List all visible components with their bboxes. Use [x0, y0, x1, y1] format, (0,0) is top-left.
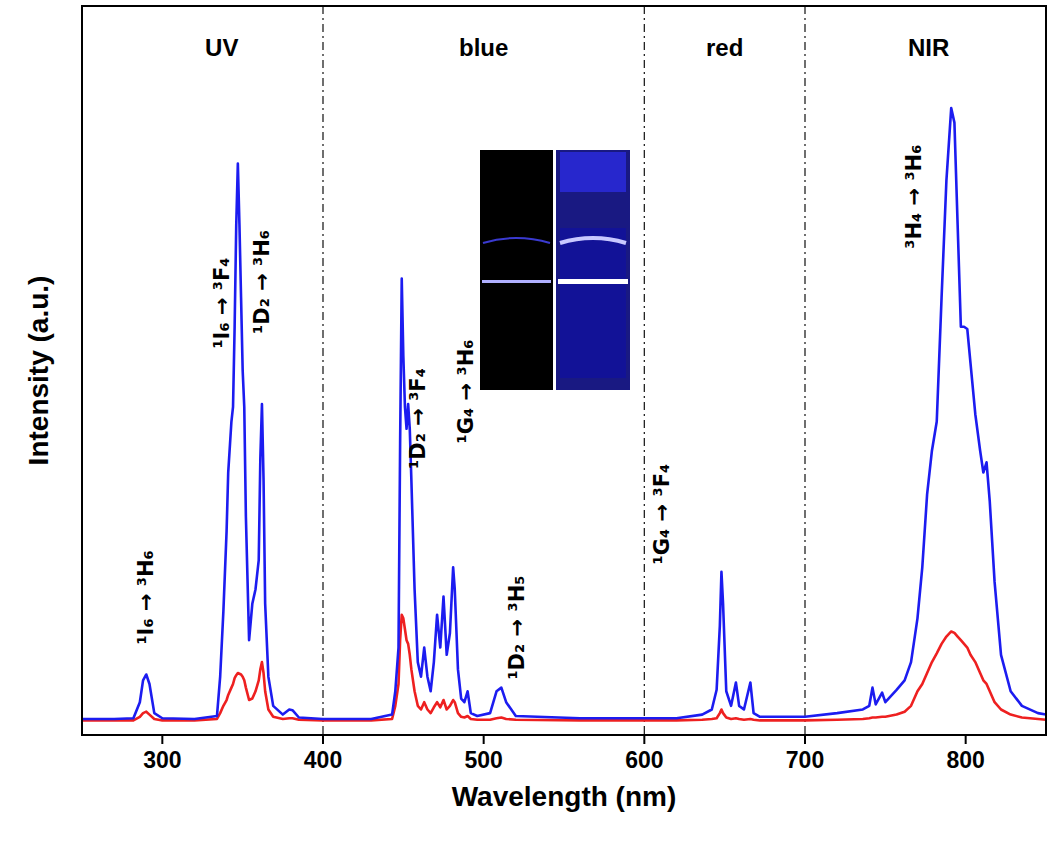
region-divider [644, 6, 645, 735]
photo-cuvette [560, 228, 626, 378]
region-divider [804, 6, 805, 735]
transition-label: ¹I₆ → ³H₆ [134, 550, 158, 644]
transition-label: ¹I₆ → ³F₄ [210, 257, 234, 348]
transition-label: ¹D₂ → ³F₄ [406, 368, 430, 469]
x-tick-label: 500 [464, 747, 502, 773]
photo-beam [482, 280, 551, 283]
region-label: NIR [908, 34, 949, 61]
photo-meniscus [560, 238, 626, 243]
photo-right-glow [556, 150, 630, 390]
lines [82, 108, 1046, 720]
photo-top [560, 152, 626, 192]
x-tick-label: 700 [786, 747, 824, 773]
region-divider [322, 6, 323, 735]
transition-label: ¹G₄ → ³H₆ [454, 340, 478, 444]
transition-label: ¹G₄ → ³F₄ [650, 464, 674, 565]
x-tick [483, 735, 485, 744]
x-tick-label: 300 [143, 747, 181, 773]
transition-label: ¹D₂ → ³H₅ [505, 576, 529, 680]
region-label: UV [205, 34, 238, 61]
x-tick [804, 735, 806, 744]
inset-photo [480, 150, 630, 390]
x-tick [161, 735, 163, 744]
plot-frame [82, 6, 1046, 735]
region-label: red [706, 34, 743, 61]
photo-meniscus [483, 238, 550, 243]
x-tick-label: 400 [304, 747, 342, 773]
photo-beam [558, 279, 628, 284]
x-tick [965, 735, 967, 744]
x-axis-title: Wavelength (nm) [452, 781, 677, 812]
x-tick-label: 800 [946, 747, 984, 773]
x-tick [643, 735, 645, 744]
spectrum-line [82, 615, 1046, 721]
transition-label: ³H₄ → ³H₆ [902, 145, 926, 249]
spectrum-line [82, 108, 1046, 719]
transition-label: ¹D₂ → ³H₆ [250, 230, 274, 334]
x-tick-label: 600 [625, 747, 663, 773]
chart: 300 400 500 600 700 800 Wavelength (nm) Intensi… [0, 0, 1049, 850]
photo-left [480, 150, 553, 390]
x-tick [322, 735, 324, 744]
y-axis-title: Intensity (a.u.) [23, 276, 54, 466]
photo-right [556, 150, 630, 390]
region-label: blue [459, 34, 508, 61]
